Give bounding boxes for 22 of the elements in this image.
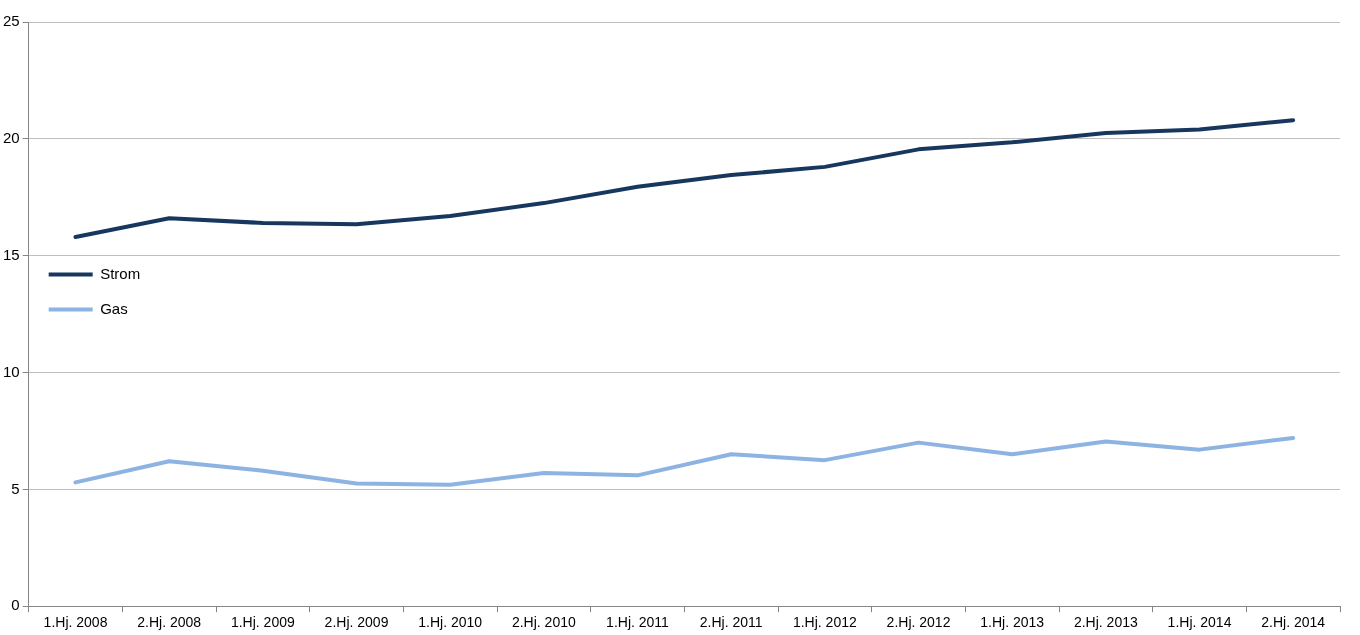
x-tick-label: 2.Hj. 2014 <box>1261 614 1326 631</box>
y-tick-label: 25 <box>3 12 20 30</box>
y-tick-label: 15 <box>3 245 20 263</box>
x-tick-label: 2.Hj. 2011 <box>699 614 763 631</box>
x-tick-label: 2.Hj. 2009 <box>324 614 389 631</box>
x-tick-label: 1.Hj. 2014 <box>1167 614 1232 631</box>
x-tick-label: 1.Hj. 2008 <box>43 614 108 631</box>
x-tick-label: 1.Hj. 2012 <box>792 614 857 631</box>
y-tick-label: 0 <box>11 596 20 614</box>
x-tick-label: 2.Hj. 2010 <box>511 614 576 631</box>
x-tick-label: 1.Hj. 2013 <box>980 614 1045 631</box>
y-tick-label: 10 <box>3 362 20 380</box>
x-tick-label: 1.Hj. 2011 <box>606 614 670 631</box>
x-tick-label: 1.Hj. 2010 <box>418 614 483 631</box>
legend-label: Strom <box>100 264 141 282</box>
x-tick-label: 2.Hj. 2008 <box>137 614 202 631</box>
y-tick-label: 5 <box>11 479 20 497</box>
x-tick-label: 2.Hj. 2012 <box>886 614 951 631</box>
x-tick-label: 2.Hj. 2013 <box>1073 614 1138 631</box>
legend-label: Gas <box>100 299 128 317</box>
y-tick-label: 20 <box>3 128 20 146</box>
x-tick-label: 1.Hj. 2009 <box>230 614 295 631</box>
